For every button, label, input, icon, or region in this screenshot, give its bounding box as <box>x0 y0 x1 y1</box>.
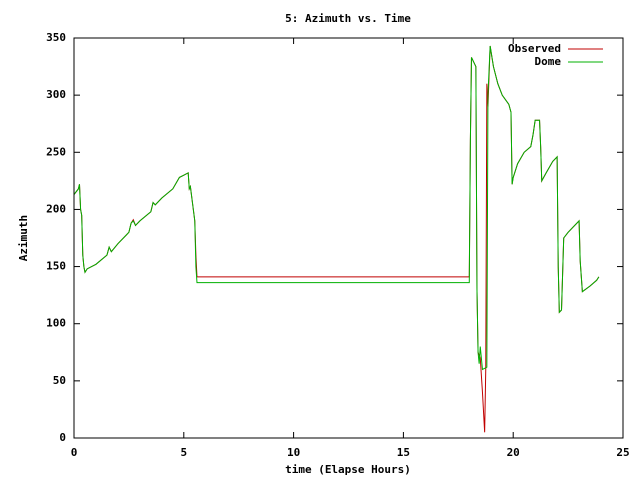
x-tick-label: 25 <box>616 446 629 459</box>
plot-frame <box>73 37 624 439</box>
y-axis-label: Azimuth <box>17 215 30 261</box>
x-tick-label: 20 <box>507 446 520 459</box>
chart-title: 5: Azimuth vs. Time <box>285 12 411 25</box>
x-tick-label: 15 <box>397 446 410 459</box>
legend-label: Observed <box>508 42 561 55</box>
legend-label: Dome <box>535 55 562 68</box>
x-tick-label: 5 <box>180 446 187 459</box>
data-line <box>73 45 600 371</box>
x-axis-label: time (Elapse Hours) <box>285 463 411 476</box>
x-tick-label: 0 <box>71 446 78 459</box>
y-tick-label: 100 <box>46 317 66 330</box>
y-tick-label: 250 <box>46 145 66 158</box>
y-tick-label: 50 <box>53 374 66 387</box>
y-tick-label: 150 <box>46 260 66 273</box>
y-tick-label: 200 <box>46 202 66 215</box>
x-tick-label: 10 <box>287 446 300 459</box>
y-tick-label: 300 <box>46 88 66 101</box>
y-tick-label: 350 <box>46 31 66 44</box>
y-tick-label: 0 <box>59 431 66 444</box>
